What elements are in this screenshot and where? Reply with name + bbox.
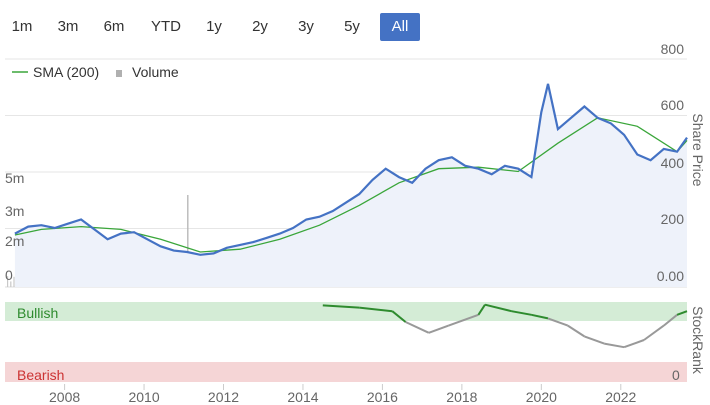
stockrank-axis-label: StockRank — [690, 306, 706, 375]
volume-bar — [13, 276, 15, 287]
x-tick-label: 2018 — [446, 389, 477, 405]
stockrank-segment — [604, 342, 625, 349]
volume-legend-swatch — [116, 70, 122, 77]
range-button-1y[interactable]: 1y — [206, 18, 222, 35]
volume-bar — [10, 281, 12, 287]
stockrank-segment — [484, 303, 512, 313]
x-tick-label: 2022 — [605, 389, 636, 405]
volume-bar — [7, 276, 9, 287]
price-axis-ticks: 800 600 400 200 0.00 — [657, 41, 684, 284]
x-tick-label: 2010 — [128, 389, 159, 405]
range-button-1m[interactable]: 1m — [11, 18, 33, 35]
x-tick-label: 2020 — [526, 389, 557, 405]
stockrank-segment — [477, 304, 486, 316]
bearish-band — [5, 362, 687, 382]
range-button-6m[interactable]: 6m — [103, 18, 125, 35]
stockrank-segment — [448, 313, 479, 327]
stockrank-line — [322, 303, 688, 349]
bearish-label: Bearish — [17, 367, 64, 383]
stockrank-segment — [547, 317, 569, 327]
price-axis-label: Share Price — [690, 113, 706, 186]
range-button-ytd[interactable]: YTD — [151, 18, 181, 35]
volume-spike-0 — [187, 195, 189, 287]
stockrank-segment — [405, 321, 430, 334]
stockrank-segment — [391, 310, 407, 323]
x-tick-label: 2014 — [287, 389, 318, 405]
price-line — [14, 83, 688, 256]
stockrank-segment — [531, 313, 549, 320]
price-tick-label: 200 — [661, 211, 685, 227]
price-area — [14, 83, 687, 288]
price-tick-label: 800 — [661, 41, 685, 57]
volume-tick-label: 2m — [5, 233, 24, 249]
volume-tick-label: 3m — [5, 203, 24, 219]
volume-tick-label: 5m — [5, 170, 24, 186]
x-tick-label: 2016 — [367, 389, 398, 405]
stockrank-segment — [663, 314, 678, 327]
range-button-5y[interactable]: 5y — [344, 18, 360, 35]
price-tick-label: 600 — [661, 97, 685, 113]
stockrank-zero-label: 0 — [672, 367, 680, 383]
x-tick-label: 2008 — [49, 389, 80, 405]
volume-axis-ticks: 5m 3m 2m 0 — [5, 170, 24, 283]
stockrank-segment — [676, 310, 688, 316]
bullish-band — [5, 302, 687, 321]
stockrank-segment — [567, 324, 585, 338]
stockrank-segment — [584, 335, 605, 345]
sma-legend-label: SMA (200) — [33, 64, 99, 80]
stockrank-segment — [322, 304, 360, 309]
range-button-2y[interactable]: 2y — [252, 18, 268, 35]
volume-tick-label: 0 — [5, 267, 13, 283]
stockrank-segment — [511, 310, 532, 316]
volume-legend-label: Volume — [132, 64, 179, 80]
stockrank-segment — [428, 324, 449, 334]
bullish-label: Bullish — [17, 305, 58, 321]
x-axis-ticks: 2008 2010 2012 2014 2016 2018 2020 2022 — [49, 384, 637, 405]
range-button-3m[interactable]: 3m — [57, 18, 79, 35]
range-button-all[interactable]: All — [380, 13, 420, 41]
price-tick-label: 400 — [661, 155, 685, 171]
stockrank-segment — [643, 324, 665, 341]
price-tick-label: 0.00 — [657, 268, 684, 284]
x-tick-label: 2012 — [208, 389, 239, 405]
stockrank-segment — [623, 339, 645, 349]
range-button-3y[interactable]: 3y — [298, 18, 314, 35]
stockrank-segment — [359, 306, 393, 313]
